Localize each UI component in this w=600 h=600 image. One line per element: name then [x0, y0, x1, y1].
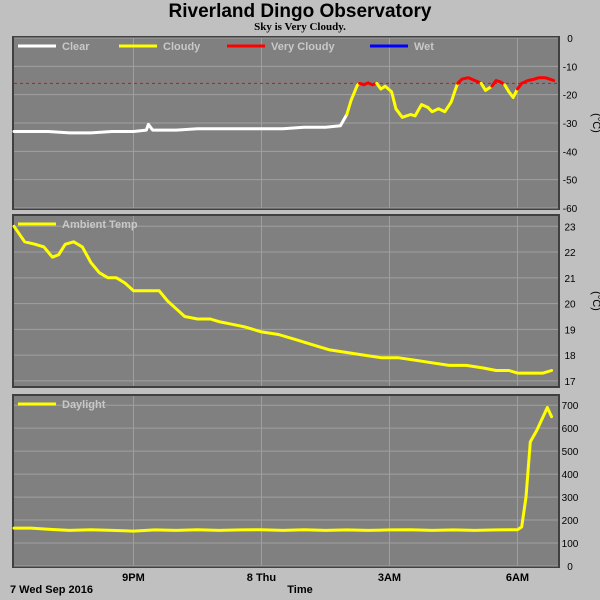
y-tick-label: 0 — [567, 562, 573, 573]
chart-panel-ambient: 17 18 19 20 21 22 23 (°C) Ambient Temp — [12, 214, 600, 388]
plot-area — [14, 396, 558, 566]
series-line-very-cloudy — [490, 79, 507, 88]
y-tick-label: 300 — [562, 493, 579, 504]
series-line-very-cloudy — [358, 81, 379, 87]
page-title: Riverland Dingo Observatory — [168, 1, 432, 22]
x-tick-label: 8 Thu — [247, 572, 276, 584]
y-axis-label: (°C) — [590, 291, 600, 311]
chart-panel-daylight: 0 100 200 300 400 500 600 700 Daylight — [12, 394, 579, 573]
series-line-very-cloudy — [516, 76, 556, 91]
legend-label: Very Cloudy — [271, 41, 335, 53]
y-tick-label: -20 — [563, 91, 578, 102]
x-tick-label: 3AM — [378, 572, 401, 584]
y-tick-label: 500 — [562, 447, 579, 458]
y-tick-label: -10 — [563, 62, 578, 73]
y-tick-label: 600 — [562, 424, 579, 435]
y-tick-label: -30 — [563, 119, 578, 130]
y-tick-label: -60 — [563, 204, 578, 215]
y-tick-label: -40 — [563, 147, 578, 158]
x-tick-label: 6AM — [506, 572, 529, 584]
y-tick-label: 17 — [564, 377, 576, 388]
y-tick-label: 18 — [564, 351, 576, 362]
x-tick-label: 9PM — [122, 572, 145, 584]
y-tick-label: 700 — [562, 401, 579, 412]
series-line-cloudy — [375, 81, 460, 119]
series-line-cloudy — [479, 81, 494, 92]
series-line-clear — [12, 113, 349, 135]
y-tick-label: 21 — [564, 274, 576, 285]
legend-label: Ambient Temp — [62, 219, 138, 231]
chart-panel-sky: 0 -10 -20 -30 -40 -50 -60 (°C) Clear Cloudy Very C… — [12, 34, 600, 215]
series-line-ambient-temp — [12, 224, 554, 375]
y-tick-label: 20 — [564, 300, 576, 311]
series-line-daylight — [12, 406, 554, 533]
date-label: 7 Wed Sep 2016 — [10, 584, 93, 596]
y-tick-label: 19 — [564, 325, 576, 336]
legend-label: Daylight — [62, 399, 106, 411]
y-tick-label: 400 — [562, 470, 579, 481]
legend-label: Wet — [414, 41, 434, 53]
series-line-very-cloudy — [456, 76, 483, 85]
y-tick-label: 200 — [562, 516, 579, 527]
legend-label: Cloudy — [163, 41, 201, 53]
y-tick-label: 22 — [564, 248, 576, 259]
y-tick-label: 23 — [564, 222, 576, 233]
y-tick-label: 0 — [567, 34, 573, 45]
y-axis-label: (°C) — [590, 113, 600, 133]
y-tick-label: -50 — [563, 176, 578, 187]
legend-label: Clear — [62, 41, 90, 53]
sky-status-subtitle: Sky is Very Cloudy. — [254, 21, 346, 33]
x-axis-title: Time — [287, 584, 313, 596]
y-tick-label: 100 — [562, 539, 579, 550]
series-line-cloudy — [503, 83, 519, 99]
plot-area — [14, 216, 558, 386]
